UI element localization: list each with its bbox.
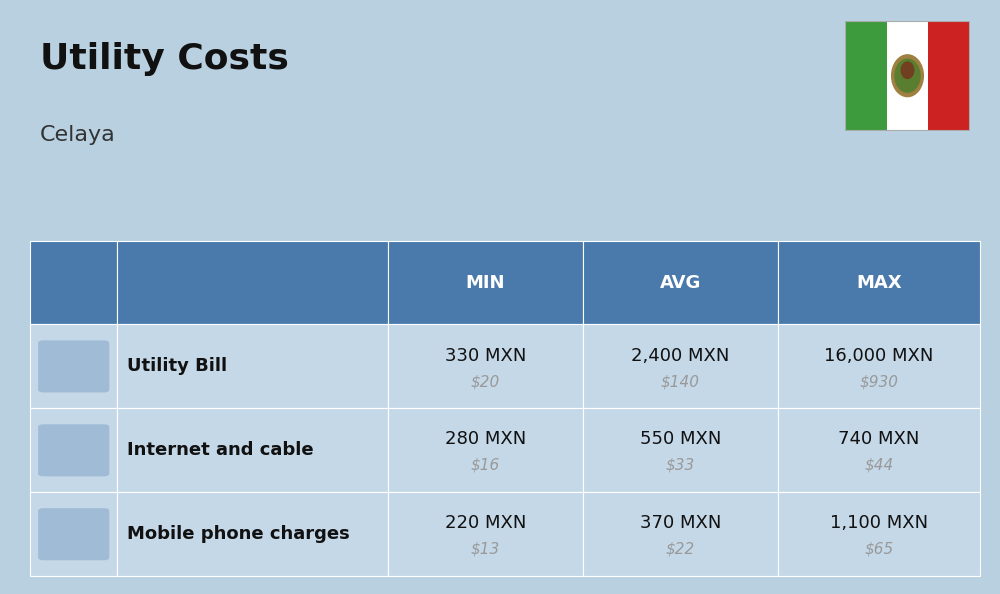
FancyBboxPatch shape: [778, 241, 980, 324]
Text: 220 MXN: 220 MXN: [445, 514, 526, 532]
Text: MAX: MAX: [856, 273, 902, 292]
FancyBboxPatch shape: [38, 424, 109, 476]
FancyBboxPatch shape: [778, 492, 980, 576]
Text: 550 MXN: 550 MXN: [640, 431, 721, 448]
Text: Mobile phone charges: Mobile phone charges: [127, 525, 350, 544]
Text: $930: $930: [859, 374, 898, 389]
FancyBboxPatch shape: [30, 409, 117, 492]
FancyBboxPatch shape: [38, 340, 109, 393]
Text: MIN: MIN: [466, 273, 505, 292]
Text: AVG: AVG: [660, 273, 701, 292]
FancyBboxPatch shape: [778, 409, 980, 492]
Circle shape: [895, 59, 920, 92]
Text: 330 MXN: 330 MXN: [445, 346, 526, 365]
FancyBboxPatch shape: [38, 508, 109, 560]
Text: $16: $16: [471, 458, 500, 473]
FancyBboxPatch shape: [388, 324, 583, 409]
Text: Internet and cable: Internet and cable: [127, 441, 314, 459]
Bar: [887, 21, 928, 131]
Text: Utility Costs: Utility Costs: [40, 42, 289, 75]
FancyBboxPatch shape: [388, 241, 583, 324]
Circle shape: [901, 62, 914, 78]
FancyBboxPatch shape: [388, 409, 583, 492]
FancyBboxPatch shape: [117, 241, 388, 324]
Text: Celaya: Celaya: [40, 125, 116, 145]
Text: 2,400 MXN: 2,400 MXN: [631, 346, 729, 365]
Text: $33: $33: [666, 458, 695, 473]
FancyBboxPatch shape: [30, 241, 117, 324]
Text: $140: $140: [661, 374, 700, 389]
FancyBboxPatch shape: [388, 492, 583, 576]
Text: $44: $44: [864, 458, 893, 473]
Text: $22: $22: [666, 542, 695, 557]
Bar: [845, 21, 887, 131]
FancyBboxPatch shape: [778, 324, 980, 409]
FancyBboxPatch shape: [30, 492, 117, 576]
Text: $65: $65: [864, 542, 893, 557]
FancyBboxPatch shape: [583, 241, 778, 324]
Text: 740 MXN: 740 MXN: [838, 431, 920, 448]
FancyBboxPatch shape: [583, 409, 778, 492]
Text: $20: $20: [471, 374, 500, 389]
FancyBboxPatch shape: [117, 324, 388, 409]
Text: Utility Bill: Utility Bill: [127, 358, 228, 375]
Text: 1,100 MXN: 1,100 MXN: [830, 514, 928, 532]
Circle shape: [892, 55, 923, 97]
FancyBboxPatch shape: [583, 492, 778, 576]
FancyBboxPatch shape: [30, 324, 117, 409]
Text: 370 MXN: 370 MXN: [640, 514, 721, 532]
Text: $13: $13: [471, 542, 500, 557]
Bar: [928, 21, 970, 131]
FancyBboxPatch shape: [117, 409, 388, 492]
FancyBboxPatch shape: [117, 492, 388, 576]
Text: 16,000 MXN: 16,000 MXN: [824, 346, 934, 365]
Text: 280 MXN: 280 MXN: [445, 431, 526, 448]
FancyBboxPatch shape: [583, 324, 778, 409]
